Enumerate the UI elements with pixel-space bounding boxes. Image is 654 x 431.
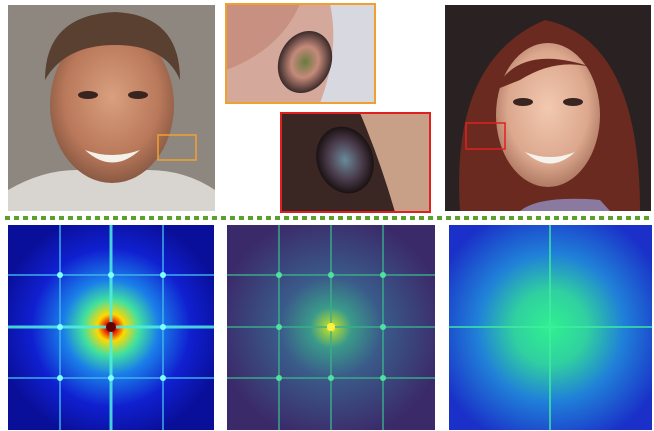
zoom-red [280,112,431,213]
zoom-orange [225,3,376,104]
crop-box-orange [157,134,197,161]
spectrum-real-left [8,225,214,430]
face-man [8,5,215,211]
spectrum-real-right [449,225,652,430]
crop-box-red [465,122,506,150]
spectrum-fake [227,225,435,430]
face-woman [445,5,651,211]
